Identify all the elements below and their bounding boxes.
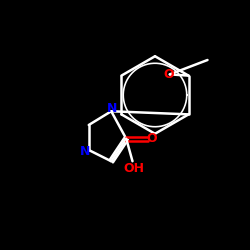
Text: O: O	[147, 132, 157, 145]
Text: O: O	[163, 68, 174, 81]
Text: N: N	[107, 102, 118, 115]
Text: N: N	[80, 145, 90, 158]
Text: OH: OH	[123, 162, 144, 175]
